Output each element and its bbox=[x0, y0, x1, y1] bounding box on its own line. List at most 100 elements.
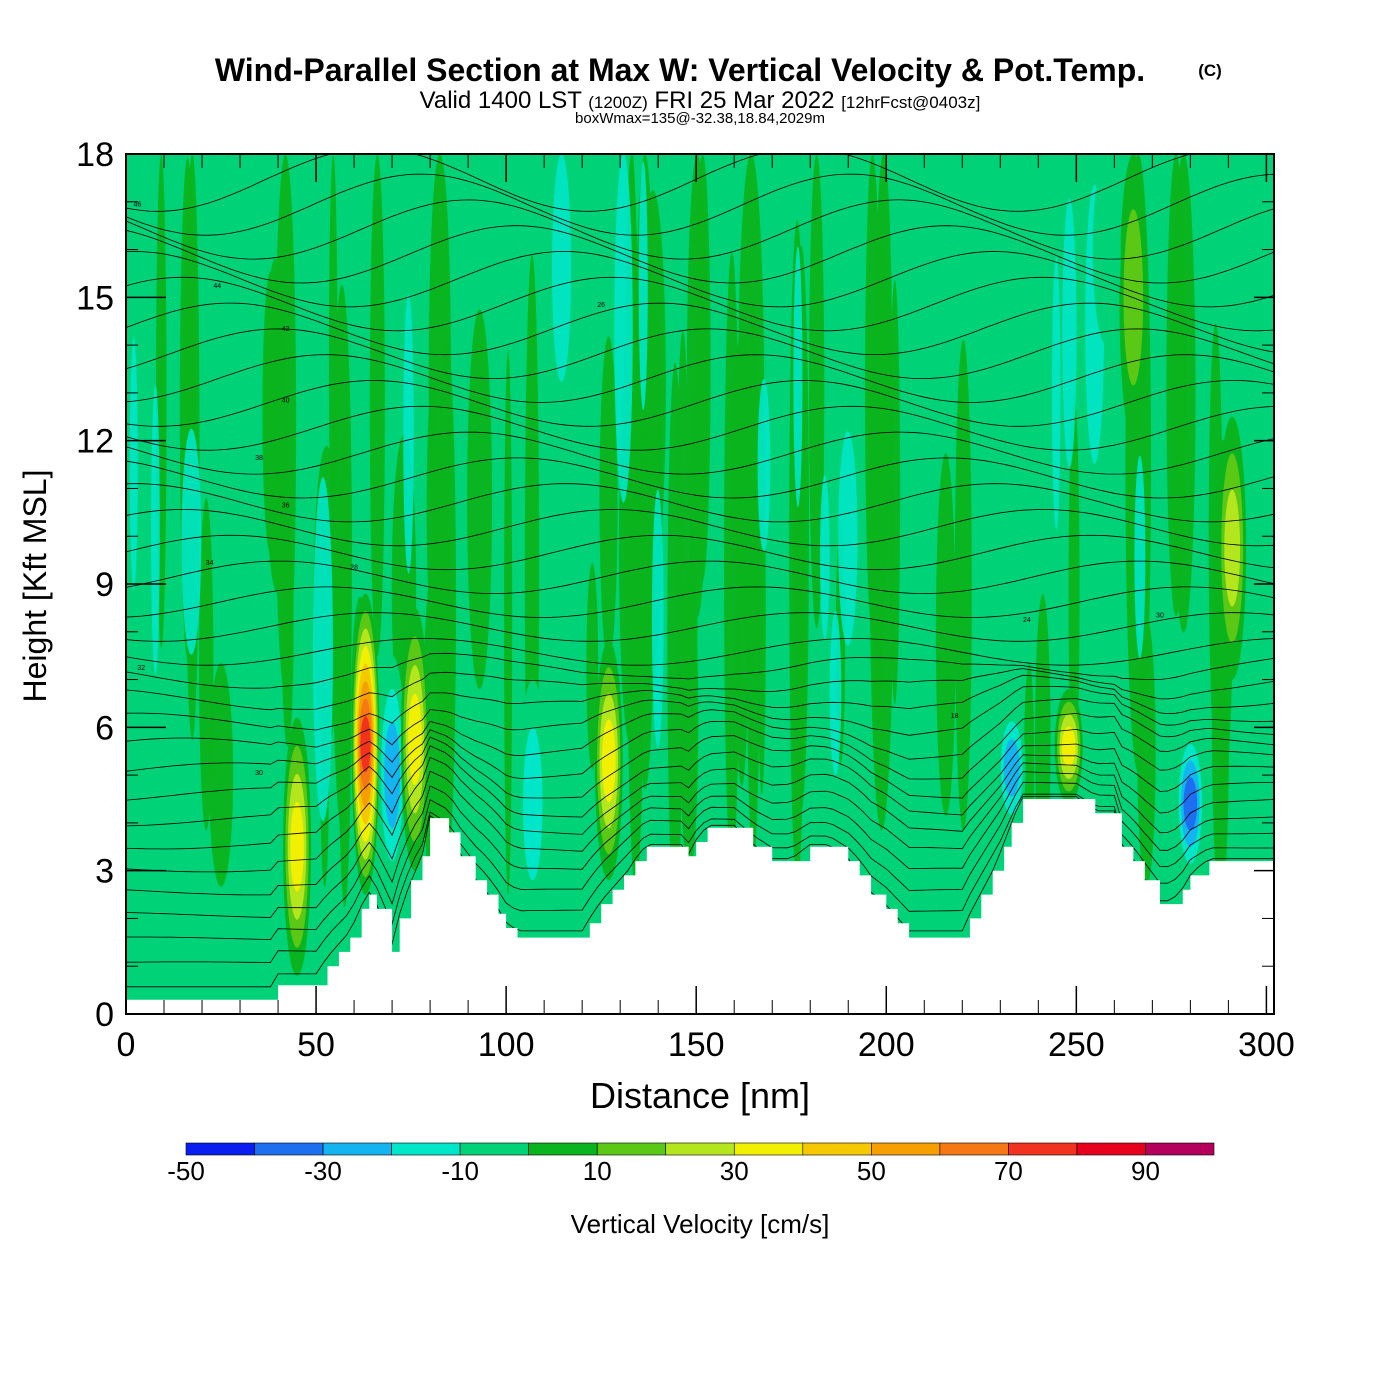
downdraft-streak bbox=[793, 246, 803, 508]
theta-contour-label: 28 bbox=[350, 565, 358, 572]
chart-title: Wind-Parallel Section at Max W: Vertical… bbox=[215, 52, 1145, 88]
updraft-streak bbox=[735, 484, 749, 787]
velocity-contour-band bbox=[360, 716, 371, 773]
velocity-contour-band bbox=[1183, 777, 1198, 831]
velocity-contour-band bbox=[1061, 726, 1076, 767]
y-tick-label: 18 bbox=[76, 136, 114, 174]
theta-contour-line bbox=[126, 793, 1274, 963]
updraft-streak bbox=[586, 562, 599, 770]
terrain bbox=[126, 799, 1274, 1014]
downdraft-streak bbox=[1062, 198, 1077, 468]
theta-contour-line bbox=[126, 668, 1274, 711]
theta-contour-line bbox=[126, 405, 1274, 451]
colorbar-tick-label: -30 bbox=[304, 1156, 342, 1186]
theta-contour-line bbox=[126, 225, 1274, 284]
theta-contour-line bbox=[126, 302, 1274, 356]
valid-date: FRI 25 Mar 2022 bbox=[654, 87, 834, 114]
velocity-cell bbox=[594, 641, 623, 881]
velocity-contour-band bbox=[1224, 489, 1241, 607]
downdraft-streak bbox=[614, 154, 633, 503]
theta-contour-label: 38 bbox=[255, 455, 263, 462]
updraft-streak bbox=[208, 662, 234, 887]
valid-zulu: (1200Z) bbox=[588, 93, 648, 112]
box-info: boxWmax=135@-32.38,18.84,2029m bbox=[575, 110, 825, 127]
x-tick-label: 300 bbox=[1238, 1026, 1295, 1064]
theta-contour-label: 36 bbox=[282, 503, 290, 510]
downdraft-streak bbox=[651, 489, 664, 749]
theta-contour-line bbox=[126, 173, 1274, 236]
theta-contour-line bbox=[126, 586, 1274, 618]
velocity-contour-band bbox=[384, 722, 400, 829]
colorbar: -50 -30 -10 10 30 50 70 90 bbox=[167, 1142, 1215, 1186]
colorbar-tick-label: 10 bbox=[583, 1156, 612, 1186]
theta-contour-line bbox=[126, 380, 1274, 427]
theta-contour-line bbox=[126, 728, 1274, 827]
updraft-streak bbox=[1166, 154, 1186, 617]
velocity-cells bbox=[283, 154, 1247, 976]
downdraft-streak bbox=[838, 431, 858, 646]
theta-contour-line bbox=[126, 674, 1274, 731]
velocity-contour-band bbox=[1092, 154, 1121, 346]
colorbar-tick-label: -50 bbox=[167, 1156, 205, 1186]
updraft-streak bbox=[676, 330, 689, 765]
x-tick-label: 250 bbox=[1048, 1026, 1105, 1064]
theta-contour-label: 46 bbox=[134, 202, 142, 209]
velocity-cell bbox=[283, 717, 312, 976]
theta-contour-line bbox=[126, 762, 1274, 896]
theta-contour-line bbox=[126, 199, 1274, 260]
velocity-cell bbox=[351, 593, 380, 895]
chart-subtitle: Valid 1400 LST (1200Z) FRI 25 Mar 2022 [… bbox=[420, 87, 981, 114]
theta-contour-line bbox=[126, 534, 1274, 571]
theta-contour-label: 42 bbox=[282, 326, 290, 333]
theta-contour-line bbox=[126, 431, 1274, 475]
theta-contour-line bbox=[126, 686, 1274, 748]
theta-contour-line bbox=[126, 712, 1274, 801]
velocity-contour-band bbox=[601, 719, 616, 803]
velocity-contour-band bbox=[290, 801, 304, 892]
updraft-streak bbox=[935, 453, 956, 817]
colorbar-swatch bbox=[802, 1142, 872, 1156]
updraft-streak bbox=[467, 309, 493, 690]
downdraft-streak bbox=[403, 294, 414, 574]
colorbar-swatch bbox=[733, 1142, 804, 1156]
colorbar-swatch bbox=[871, 1142, 941, 1156]
velocity-cell bbox=[1054, 689, 1083, 804]
downdraft-streak bbox=[312, 477, 333, 822]
theta-contour-line bbox=[126, 154, 1274, 212]
x-tick-label: 150 bbox=[668, 1026, 725, 1064]
colorbar-swatch bbox=[665, 1142, 735, 1156]
updraft-streak bbox=[369, 154, 385, 657]
x-tick-label: 100 bbox=[478, 1026, 535, 1064]
colorbar-swatch bbox=[1145, 1142, 1215, 1156]
theta-contour-line bbox=[126, 743, 1274, 850]
colorbar-swatch bbox=[1076, 1142, 1146, 1156]
colorbar-tick-label: 70 bbox=[994, 1156, 1023, 1186]
theta-contour-line bbox=[126, 276, 1274, 332]
updraft-streak bbox=[874, 388, 886, 660]
theta-contour-line bbox=[126, 754, 1274, 873]
velocity-cell bbox=[1218, 416, 1247, 680]
theta-contour-label: 26 bbox=[597, 302, 605, 309]
theta-contour-label: 32 bbox=[137, 665, 145, 672]
velocity-cell bbox=[1176, 727, 1205, 881]
updraft-streak bbox=[809, 154, 825, 629]
theta-contour-line bbox=[126, 698, 1274, 772]
updraft-streak bbox=[599, 336, 618, 662]
updraft-streak bbox=[274, 154, 297, 694]
colorbar-swatch bbox=[391, 1142, 461, 1156]
downdraft-streak bbox=[819, 475, 830, 640]
theta-contour-line bbox=[126, 560, 1274, 595]
theta-contour-label: 30 bbox=[255, 770, 263, 777]
updraft-streak bbox=[331, 284, 352, 830]
x-tick-label: 200 bbox=[858, 1026, 915, 1064]
downdraft-streak bbox=[829, 610, 842, 776]
theta-contour-line bbox=[126, 354, 1274, 403]
theta-contour-line bbox=[126, 612, 1274, 642]
downdraft-streak bbox=[151, 384, 160, 675]
velocity-cell bbox=[1092, 154, 1121, 346]
theta-contour-label: 40 bbox=[282, 397, 290, 404]
colorbar-tick-label: 90 bbox=[1131, 1156, 1160, 1186]
downdraft-streak bbox=[1051, 256, 1061, 530]
